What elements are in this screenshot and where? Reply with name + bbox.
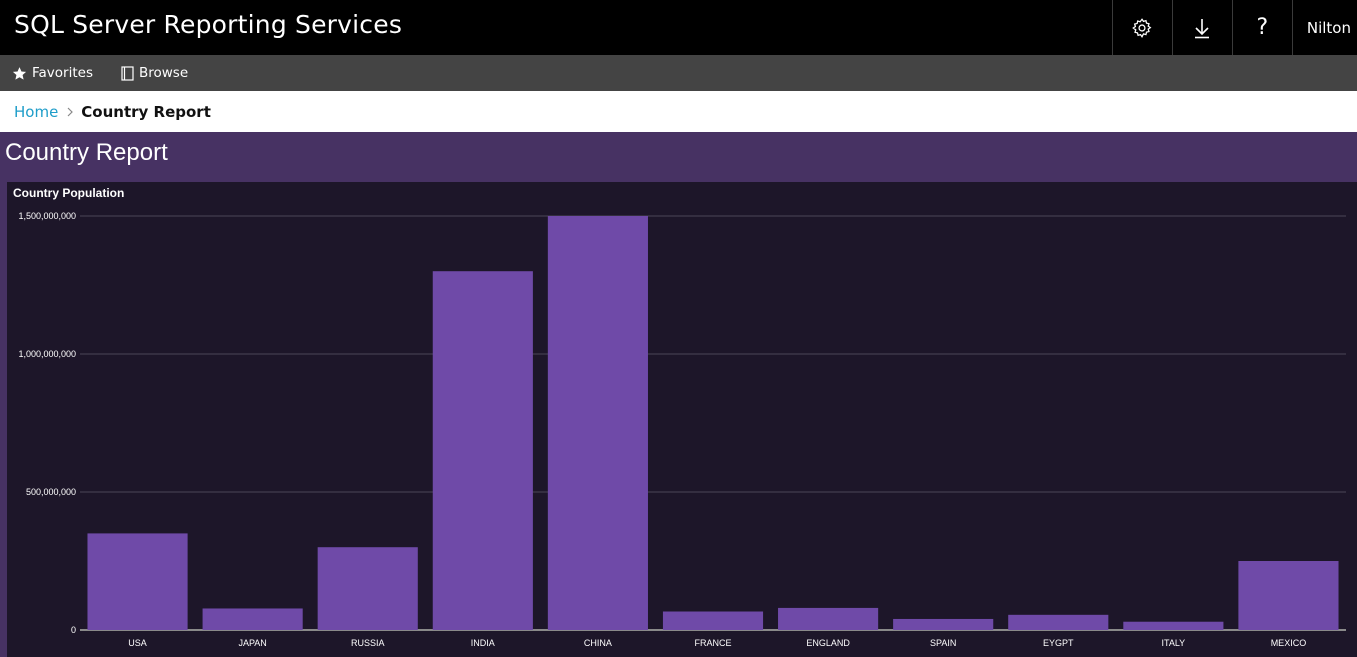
chart-title: Country Population <box>13 186 125 200</box>
user-menu[interactable]: Nilton <box>1291 0 1357 55</box>
nav-bar: Favorites Browse <box>0 55 1357 91</box>
bar-russia[interactable] <box>317 547 418 630</box>
bar-france[interactable] <box>662 611 764 630</box>
bar-china[interactable] <box>547 216 648 630</box>
y-tick-label: 0 <box>71 625 76 635</box>
x-category-label: EYGPT <box>1043 638 1074 648</box>
bar-usa[interactable] <box>87 533 188 630</box>
help-icon: ? <box>1256 15 1269 40</box>
bar-spain[interactable] <box>893 618 994 630</box>
x-category-label: INDIA <box>471 638 495 648</box>
x-category-label: SPAIN <box>930 638 956 648</box>
download-button[interactable] <box>1171 0 1232 55</box>
bar-eygpt[interactable] <box>1008 614 1109 630</box>
breadcrumb-current: Country Report <box>81 102 211 121</box>
bar-india[interactable] <box>432 271 533 630</box>
help-button[interactable]: ? <box>1231 0 1292 55</box>
x-category-label: RUSSIA <box>351 638 385 648</box>
x-category-label: JAPAN <box>238 638 266 648</box>
chart-panel: Country Population 0 500,000,000 1,000,000… <box>7 182 1357 657</box>
breadcrumb: Home Country Report <box>0 91 1357 132</box>
star-icon <box>12 66 27 81</box>
bar-japan[interactable] <box>202 608 303 630</box>
report-area: Country Report Country Population 0 500,0… <box>0 132 1357 657</box>
chevron-right-icon <box>67 107 74 117</box>
user-name: Nilton <box>1306 18 1351 37</box>
settings-button[interactable] <box>1111 0 1172 55</box>
x-category-label: MEXICO <box>1271 638 1307 648</box>
gear-icon <box>1131 17 1153 39</box>
top-actions: ? Nilton <box>1111 0 1357 55</box>
x-category-label: ITALY <box>1162 638 1186 648</box>
bar-italy[interactable] <box>1123 621 1224 630</box>
y-tick-label: 1,000,000,000 <box>18 349 76 359</box>
nav-browse[interactable]: Browse <box>121 65 188 81</box>
download-icon <box>1192 17 1212 39</box>
top-bar: SQL Server Reporting Services ? <box>0 0 1357 55</box>
breadcrumb-home-link[interactable]: Home <box>14 102 59 121</box>
bar-chart: 0 500,000,000 1,000,000,000 1,500,000,000 US… <box>18 211 1346 648</box>
y-tick-label: 1,500,000,000 <box>18 211 76 221</box>
x-category-label: ENGLAND <box>806 638 850 648</box>
y-tick-label: 500,000,000 <box>26 487 76 497</box>
bar-england[interactable] <box>778 607 879 630</box>
x-category-label: FRANCE <box>694 638 731 648</box>
x-category-label: USA <box>128 638 147 648</box>
bar-mexico[interactable] <box>1238 561 1339 630</box>
nav-favorites[interactable]: Favorites <box>12 65 93 81</box>
x-category-label: CHINA <box>584 638 612 648</box>
browse-label: Browse <box>138 65 189 81</box>
folder-icon <box>121 65 134 81</box>
app-title[interactable]: SQL Server Reporting Services <box>14 10 403 39</box>
report-title: Country Report <box>5 139 168 166</box>
favorites-label: Favorites <box>32 65 93 81</box>
